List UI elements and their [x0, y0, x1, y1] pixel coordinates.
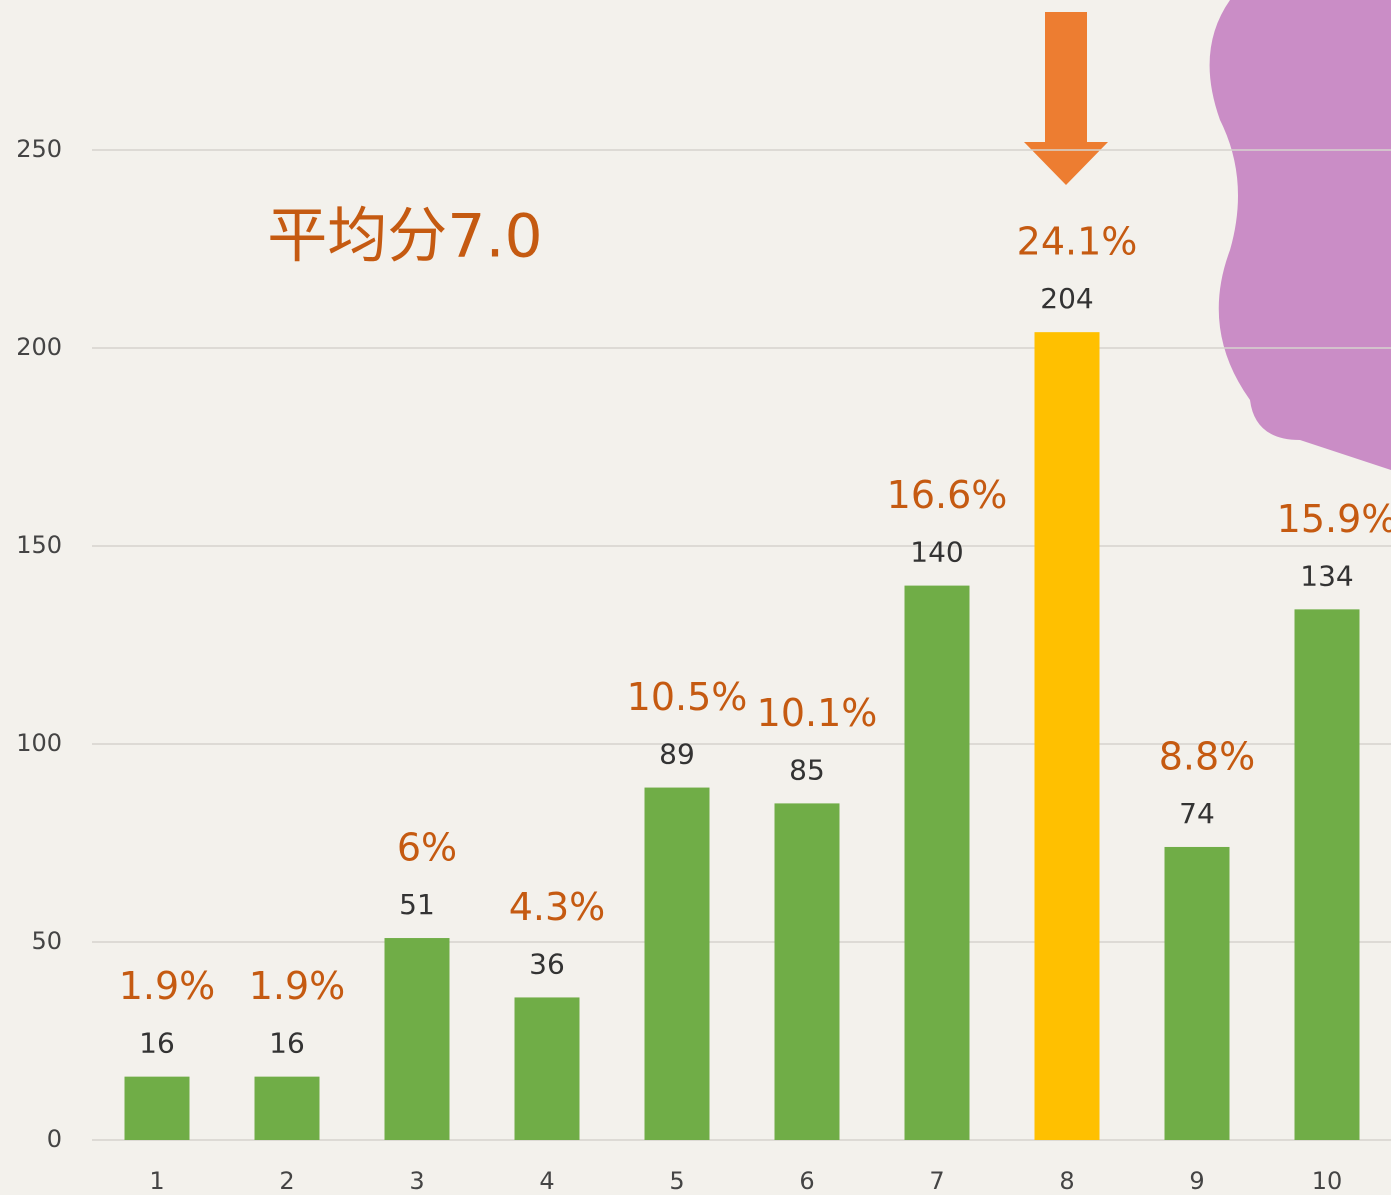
y-tick-label: 150: [16, 531, 62, 559]
x-tick-label: 2: [279, 1167, 294, 1195]
x-tick-label: 9: [1189, 1167, 1204, 1195]
percent-label: 1.9%: [119, 964, 216, 1008]
x-tick-label: 6: [799, 1167, 814, 1195]
chart: 平均分7.0 0501001502002501161.9%2161.9%3516…: [0, 0, 1391, 1195]
y-tick-label: 0: [47, 1125, 62, 1153]
value-label: 134: [1300, 559, 1353, 592]
percent-label: 8.8%: [1159, 734, 1256, 778]
percent-label: 1.9%: [249, 964, 346, 1008]
percent-label: 6%: [397, 826, 457, 870]
bar: [1035, 332, 1100, 1140]
value-label: 36: [529, 947, 565, 980]
y-tick-label: 200: [16, 333, 62, 361]
bar: [905, 586, 970, 1140]
annotation: 平均分7.0: [267, 202, 542, 272]
value-label: 16: [269, 1027, 305, 1060]
percent-label: 24.1%: [1017, 220, 1138, 264]
percent-label: 15.9%: [1277, 497, 1391, 541]
value-label: 16: [139, 1027, 175, 1060]
x-tick-label: 7: [929, 1167, 944, 1195]
y-tick-label: 250: [16, 135, 62, 163]
bar: [775, 803, 840, 1140]
x-tick-label: 8: [1059, 1167, 1074, 1195]
bar: [385, 938, 450, 1140]
bar: [1165, 847, 1230, 1140]
bar: [645, 788, 710, 1140]
percent-label: 16.6%: [887, 473, 1008, 517]
x-tick-label: 4: [539, 1167, 554, 1195]
y-tick-label: 100: [16, 729, 62, 757]
value-label: 85: [789, 753, 825, 786]
x-tick-label: 10: [1312, 1167, 1343, 1195]
value-label: 51: [399, 888, 435, 921]
bar: [125, 1077, 190, 1140]
percent-label: 10.1%: [757, 691, 878, 735]
value-label: 89: [659, 738, 695, 771]
y-tick-label: 50: [31, 927, 62, 955]
value-label: 74: [1179, 797, 1215, 830]
x-tick-label: 1: [149, 1167, 164, 1195]
x-tick-label: 5: [669, 1167, 684, 1195]
x-tick-label: 3: [409, 1167, 424, 1195]
percent-label: 10.5%: [627, 675, 748, 719]
value-label: 140: [910, 536, 963, 569]
bar: [1295, 609, 1360, 1140]
bar: [515, 997, 580, 1140]
percent-label: 4.3%: [509, 885, 606, 929]
bar: [255, 1077, 320, 1140]
value-label: 204: [1040, 282, 1093, 315]
